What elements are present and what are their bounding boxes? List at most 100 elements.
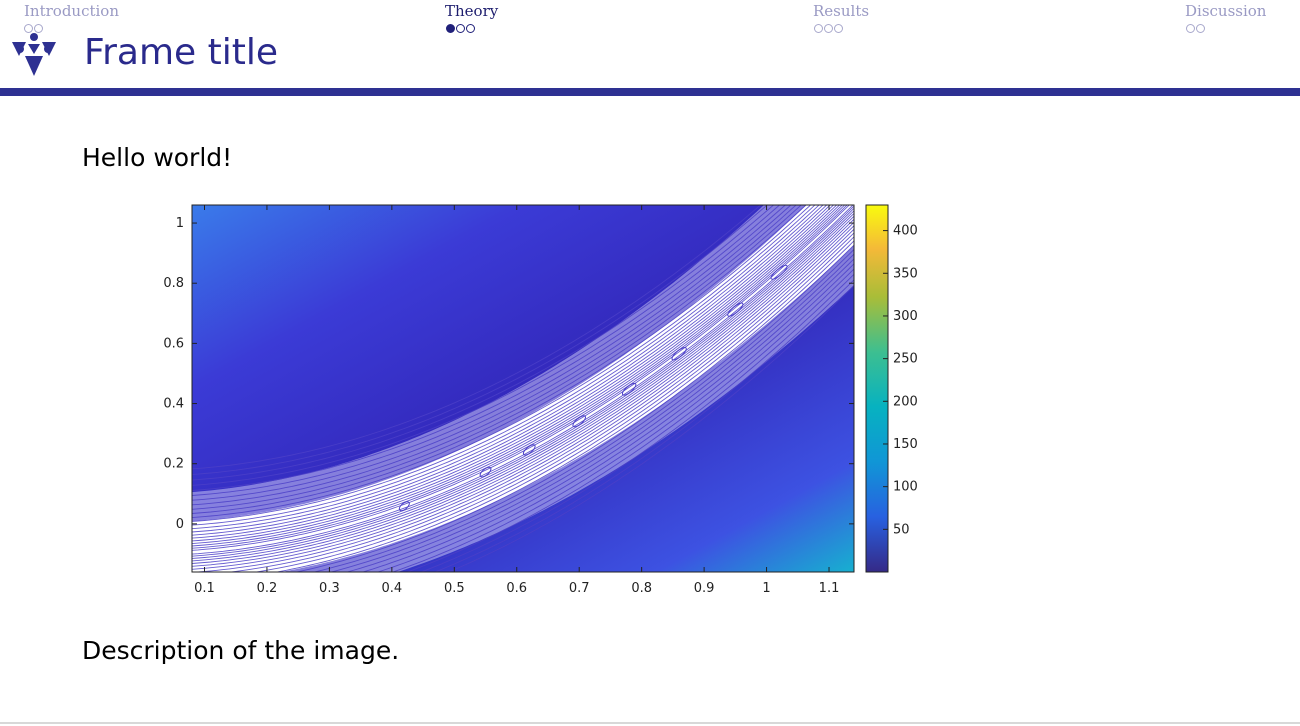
contour-line xyxy=(192,210,854,562)
colorbar-tick-label: 400 xyxy=(893,224,918,239)
nav-dot-current[interactable] xyxy=(446,24,455,33)
contour-lines xyxy=(192,205,854,572)
x-tick-label: 0.5 xyxy=(444,581,465,596)
nav-section-results[interactable]: Results xyxy=(813,2,870,20)
nav-dot[interactable] xyxy=(814,24,823,33)
nav-dots-results xyxy=(814,24,843,34)
heatmap-chart: 0.1 0.2 0.3 0.4 0.5 0.6 0.7 0.8 0.9 1 1.1 00.20.40… xyxy=(163,204,918,596)
colorbar-tick-label: 200 xyxy=(893,394,918,409)
contour-line xyxy=(192,205,786,491)
contour-line xyxy=(192,205,781,486)
contour-line xyxy=(192,205,848,549)
frame-title: Frame title xyxy=(84,32,278,73)
contour-figure: 0.1 0.2 0.3 0.4 0.5 0.6 0.7 0.8 0.9 1 1.1 0 0.2 0.4 0… xyxy=(150,195,950,605)
x-tick-label: 0.4 xyxy=(382,581,403,596)
contour-line xyxy=(192,221,854,572)
x-tick-label: 0.9 xyxy=(694,581,715,596)
nav-dots-introduction xyxy=(24,24,43,34)
contour-line xyxy=(192,205,854,555)
contour-line xyxy=(192,205,846,547)
contour-line xyxy=(192,205,820,522)
contour-line xyxy=(192,205,838,539)
colorbar-ticks: 50 100 150 200 250 300 350 400 xyxy=(883,224,918,537)
contour-line xyxy=(192,205,831,533)
contour-line xyxy=(192,205,835,536)
x-axis-ticks: 0.1 0.2 0.3 0.4 0.5 0.6 0.7 0.8 0.9 1 1.1 xyxy=(194,205,839,596)
contour-line xyxy=(361,253,854,572)
contour-line xyxy=(419,273,854,572)
contour-line xyxy=(192,205,843,545)
contour-line xyxy=(192,205,807,510)
contour-line xyxy=(192,205,841,542)
x-tick-label: 0.1 xyxy=(194,581,215,596)
contour-line xyxy=(192,205,762,470)
contour-line xyxy=(192,218,854,570)
contour-loop xyxy=(479,466,492,478)
contour-line xyxy=(192,205,828,530)
y-tick-label: 0 xyxy=(176,517,184,532)
contour-loop xyxy=(621,382,637,396)
contour-loop xyxy=(572,415,586,428)
nav-dot[interactable] xyxy=(466,24,475,33)
contour-line xyxy=(274,232,854,572)
contour-line xyxy=(447,284,854,572)
title-divider xyxy=(0,88,1300,96)
contour-line xyxy=(192,205,775,481)
contour-loop xyxy=(727,302,744,317)
colorbar-tick-label: 350 xyxy=(893,266,918,281)
y-tick-label: 0.4 xyxy=(163,397,184,412)
contour-line xyxy=(192,205,802,506)
nav-dot[interactable] xyxy=(24,24,33,33)
x-tick-label: 1.1 xyxy=(819,581,840,596)
y-axis-ticks: 0 0.2 0.4 0.6 0.8 1 xyxy=(163,216,854,532)
contour-loop xyxy=(522,444,536,456)
colorbar-tick-label: 300 xyxy=(893,309,918,324)
nav-dot[interactable] xyxy=(1196,24,1205,33)
x-tick-label: 1 xyxy=(762,581,770,596)
nav-dot[interactable] xyxy=(456,24,465,33)
nav-dot[interactable] xyxy=(1186,24,1195,33)
nav-dots-discussion xyxy=(1186,24,1205,34)
contour-line xyxy=(406,268,854,572)
nav-dot[interactable] xyxy=(834,24,843,33)
institution-logo-icon xyxy=(12,33,56,76)
figure-description: Description of the image. xyxy=(82,636,400,665)
contour-line xyxy=(192,215,854,567)
contour-line xyxy=(192,207,854,559)
contour-line xyxy=(253,228,854,572)
colorbar-tick-label: 100 xyxy=(893,480,918,495)
colorbar-tick-label: 150 xyxy=(893,437,918,452)
x-tick-label: 0.8 xyxy=(631,581,652,596)
section-navigation: Introduction Theory Results Discussion xyxy=(0,0,1300,40)
contour-line xyxy=(227,225,854,572)
nav-dot[interactable] xyxy=(34,24,43,33)
nav-section-discussion[interactable]: Discussion xyxy=(1185,2,1267,20)
x-tick-label: 0.2 xyxy=(257,581,278,596)
contour-line xyxy=(294,236,854,572)
nav-section-theory[interactable]: Theory xyxy=(445,2,499,20)
contour-line xyxy=(329,244,854,572)
ridge-core xyxy=(192,205,854,572)
contour-line xyxy=(192,205,768,475)
x-tick-label: 0.7 xyxy=(569,581,590,596)
x-tick-label: 0.3 xyxy=(319,581,340,596)
contour-line xyxy=(192,205,812,514)
contour-line xyxy=(376,258,854,572)
nav-section-introduction[interactable]: Introduction xyxy=(24,2,119,20)
contour-line xyxy=(345,248,854,572)
contour-line xyxy=(192,205,816,519)
nav-dot[interactable] xyxy=(824,24,833,33)
y-tick-label: 1 xyxy=(176,216,184,231)
contour-line xyxy=(391,263,854,572)
contour-line xyxy=(433,279,854,572)
plot-frame xyxy=(191,204,855,573)
contour-line xyxy=(312,240,854,572)
y-tick-label: 0.2 xyxy=(163,457,184,472)
x-tick-label: 0.6 xyxy=(506,581,527,596)
contour-loop xyxy=(770,264,788,280)
colorbar-tick-label: 250 xyxy=(893,352,918,367)
colorbar-tick-label: 50 xyxy=(893,522,910,537)
y-tick-label: 0.6 xyxy=(163,336,184,351)
contour-loop xyxy=(398,501,410,512)
contour-line xyxy=(192,205,792,496)
